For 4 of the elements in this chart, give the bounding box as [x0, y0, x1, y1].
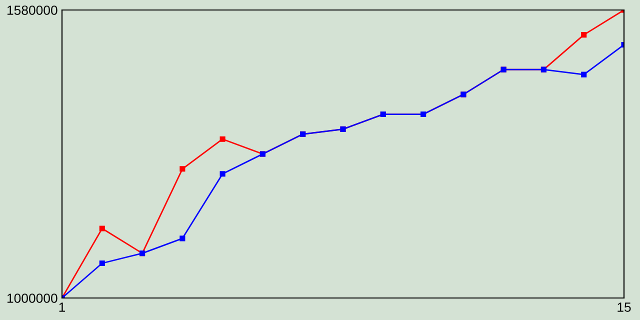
x-tick-label: 1 [59, 302, 66, 312]
y-tick-label: 1000000 [7, 294, 58, 303]
y-tick-label: 1580000 [7, 6, 58, 15]
x-tick-label: 15 [618, 302, 631, 312]
